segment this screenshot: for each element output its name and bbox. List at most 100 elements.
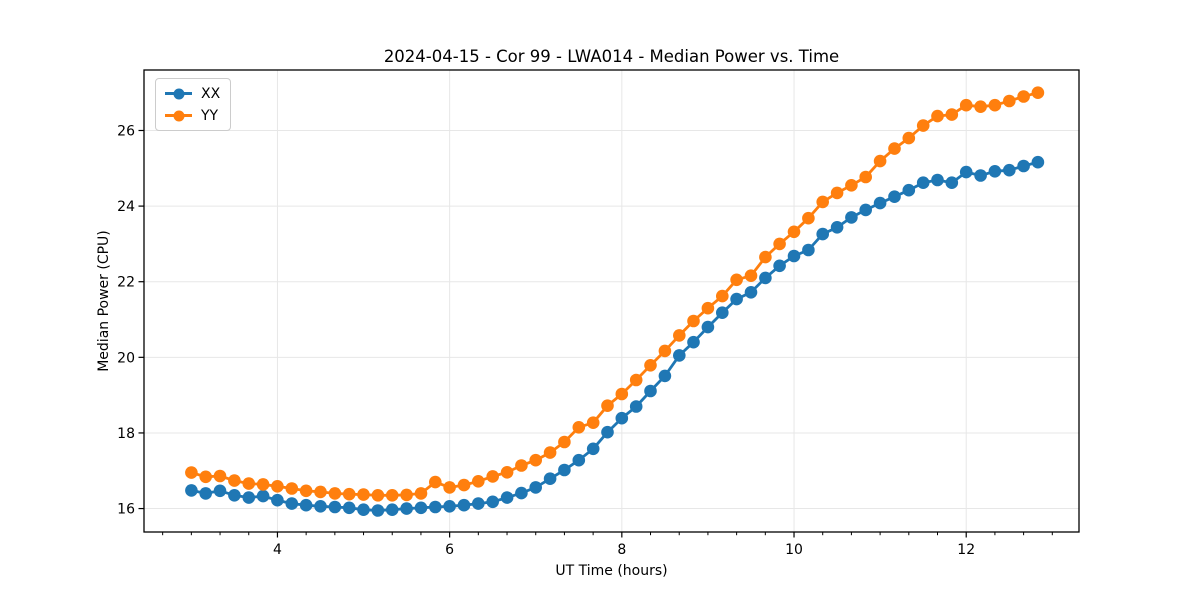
data-point-xx bbox=[1031, 155, 1045, 169]
y-tick-label: 26 bbox=[117, 123, 135, 139]
tick-labels: 4 6 8 10 12 16 18 20 22 24 26 bbox=[117, 123, 975, 558]
data-point-xx bbox=[716, 306, 729, 320]
data-point-yy bbox=[730, 273, 743, 287]
data-point-yy bbox=[586, 416, 600, 430]
data-point-yy bbox=[357, 488, 370, 501]
series-line-xx bbox=[191, 160, 1039, 512]
data-point-xx bbox=[629, 400, 643, 413]
data-point-yy bbox=[414, 487, 428, 500]
data-point-xx bbox=[673, 349, 686, 362]
data-point-yy bbox=[931, 109, 944, 123]
data-point-xx bbox=[443, 500, 456, 513]
data-point-yy bbox=[342, 487, 356, 501]
legend-label-yy: YY bbox=[201, 107, 219, 124]
grid-lines bbox=[144, 70, 1079, 532]
data-point-yy bbox=[443, 481, 456, 494]
data-point-xx bbox=[199, 487, 212, 500]
data-point-yy bbox=[572, 421, 586, 434]
data-point-xx bbox=[213, 484, 227, 498]
data-point-yy bbox=[888, 142, 901, 155]
data-point-yy bbox=[945, 108, 959, 121]
data-point-yy bbox=[974, 100, 987, 113]
y-tick-label: 18 bbox=[117, 426, 135, 442]
data-point-xx bbox=[615, 411, 629, 425]
data-point-yy bbox=[256, 478, 270, 491]
y-tick-label: 24 bbox=[117, 199, 135, 215]
data-point-yy bbox=[515, 459, 528, 472]
data-point-yy bbox=[902, 131, 916, 145]
x-tick-label: 10 bbox=[785, 542, 803, 558]
data-point-xx bbox=[888, 190, 901, 203]
data-point-xx bbox=[515, 486, 528, 500]
data-point-xx bbox=[256, 489, 270, 503]
data-point-yy bbox=[615, 387, 629, 401]
data-point-xx bbox=[572, 453, 586, 467]
data-point-yy bbox=[529, 453, 542, 467]
data-point-yy bbox=[988, 98, 1002, 112]
x-tick-label: 4 bbox=[273, 542, 282, 558]
chart-title: 2024-04-15 - Cor 99 - LWA014 - Median Po… bbox=[383, 47, 840, 66]
data-point-yy bbox=[486, 470, 500, 483]
data-point-yy bbox=[457, 478, 471, 492]
x-axis-label: UT Time (hours) bbox=[555, 563, 668, 579]
data-point-yy bbox=[687, 314, 700, 328]
data-point-yy bbox=[472, 475, 485, 488]
data-point-xx bbox=[959, 165, 973, 179]
legend-label-xx: XX bbox=[201, 85, 221, 102]
data-point-yy bbox=[787, 225, 801, 239]
data-point-yy bbox=[314, 485, 327, 499]
data-point-xx bbox=[457, 498, 471, 512]
data-point-xx bbox=[400, 502, 413, 515]
data-point-xx bbox=[285, 497, 299, 510]
x-tick-label: 6 bbox=[445, 542, 454, 558]
data-point-xx bbox=[429, 500, 442, 514]
data-point-xx bbox=[658, 369, 672, 383]
data-point-xx bbox=[242, 491, 256, 504]
data-point-xx bbox=[185, 484, 198, 497]
data-point-xx bbox=[1017, 159, 1030, 173]
data-point-yy bbox=[271, 480, 284, 493]
data-point-yy bbox=[1031, 86, 1045, 99]
data-point-yy bbox=[859, 170, 872, 184]
data-point-yy bbox=[816, 195, 829, 209]
data-point-xx bbox=[543, 472, 557, 486]
data-point-yy bbox=[185, 466, 198, 479]
data-point-yy bbox=[716, 289, 729, 303]
data-point-xx bbox=[228, 489, 241, 502]
data-point-yy bbox=[371, 489, 385, 502]
legend-dot-icon bbox=[173, 110, 184, 121]
y-tick-label: 16 bbox=[117, 502, 135, 518]
data-point-xx bbox=[816, 227, 829, 241]
data-point-xx bbox=[730, 292, 743, 306]
legend-dot-icon bbox=[173, 88, 184, 99]
data-point-xx bbox=[773, 259, 786, 273]
y-tick-label: 22 bbox=[117, 275, 135, 291]
data-point-yy bbox=[845, 179, 858, 192]
legend-item-yy: YY bbox=[165, 107, 220, 124]
data-point-xx bbox=[342, 501, 356, 515]
data-point-xx bbox=[945, 176, 959, 189]
data-point-xx bbox=[601, 425, 614, 439]
data-point-xx bbox=[902, 183, 916, 197]
data-point-xx bbox=[802, 243, 815, 257]
series-markers-yy bbox=[185, 86, 1045, 502]
data-point-yy bbox=[701, 301, 715, 315]
data-point-xx bbox=[472, 497, 485, 510]
data-point-yy bbox=[830, 186, 844, 200]
data-point-xx bbox=[328, 500, 342, 514]
data-point-yy bbox=[385, 489, 399, 502]
data-point-yy bbox=[601, 399, 614, 413]
data-point-yy bbox=[299, 484, 313, 498]
series-line-yy bbox=[191, 91, 1039, 497]
data-point-xx bbox=[414, 501, 428, 515]
data-point-xx bbox=[701, 320, 715, 334]
legend-item-xx: XX bbox=[165, 85, 220, 102]
x-tick-label: 12 bbox=[957, 542, 975, 558]
data-point-xx bbox=[830, 221, 844, 234]
data-point-xx bbox=[759, 271, 772, 285]
legend-line-marker-xx bbox=[165, 88, 192, 99]
data-point-yy bbox=[673, 329, 686, 342]
data-point-yy bbox=[873, 154, 887, 168]
data-point-xx bbox=[299, 498, 313, 512]
